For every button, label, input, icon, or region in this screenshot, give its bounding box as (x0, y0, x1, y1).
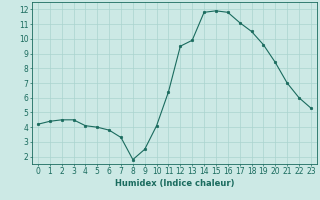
X-axis label: Humidex (Indice chaleur): Humidex (Indice chaleur) (115, 179, 234, 188)
